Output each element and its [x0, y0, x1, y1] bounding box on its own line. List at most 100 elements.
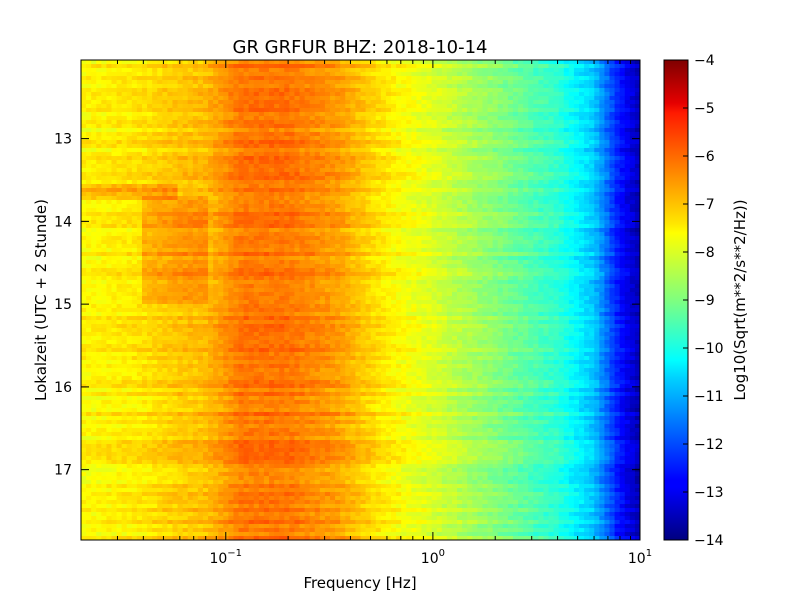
- heatmap-cell: [147, 156, 153, 161]
- heatmap-cell: [324, 168, 331, 173]
- heatmap-cell: [345, 216, 351, 221]
- heatmap-cell: [141, 176, 148, 181]
- heatmap-cell: [324, 112, 331, 117]
- heatmap-cell: [213, 160, 219, 165]
- heatmap-cell: [157, 140, 163, 145]
- heatmap-cell: [258, 120, 265, 125]
- heatmap-cell: [258, 192, 265, 197]
- heatmap-cell: [523, 60, 529, 65]
- heatmap-cell: [579, 156, 585, 161]
- heatmap-cell: [121, 240, 128, 245]
- heatmap-cell: [528, 172, 534, 177]
- heatmap-cell: [136, 76, 143, 81]
- heatmap-cell: [269, 72, 275, 77]
- heatmap-cell: [421, 80, 428, 85]
- heatmap-cell: [309, 136, 316, 141]
- heatmap-cell: [314, 172, 321, 177]
- heatmap-cell: [436, 184, 443, 189]
- heatmap-cell: [223, 228, 229, 233]
- heatmap-cell: [319, 164, 326, 169]
- heatmap-cell: [289, 144, 296, 149]
- heatmap-cell: [330, 180, 336, 185]
- heatmap-cell: [284, 204, 290, 209]
- heatmap-cell: [192, 176, 199, 181]
- heatmap-cell: [634, 116, 640, 121]
- heatmap-cell: [594, 72, 600, 77]
- heatmap-cell: [573, 204, 580, 209]
- heatmap-cell: [533, 104, 539, 109]
- heatmap-cell: [568, 60, 575, 65]
- heatmap-cell: [451, 120, 458, 125]
- heatmap-cell: [177, 120, 184, 125]
- heatmap-cell: [380, 120, 387, 125]
- heatmap-cell: [223, 196, 229, 201]
- heatmap-cell: [126, 108, 133, 113]
- heatmap-cell: [629, 128, 636, 133]
- heatmap-cell: [375, 80, 382, 85]
- heatmap-cell: [182, 232, 189, 237]
- heatmap-cell: [192, 212, 199, 217]
- heatmap-cell: [533, 228, 539, 233]
- heatmap-cell: [507, 176, 514, 181]
- heatmap-cell: [528, 216, 534, 221]
- heatmap-cell: [197, 220, 204, 225]
- heatmap-cell: [238, 216, 245, 221]
- heatmap-cell: [121, 216, 128, 221]
- heatmap-cell: [152, 88, 158, 93]
- heatmap-cell: [350, 88, 357, 93]
- heatmap-cell: [248, 60, 255, 65]
- heatmap-cell: [568, 136, 575, 141]
- heatmap-cell: [370, 64, 377, 69]
- heatmap-cell: [243, 172, 250, 177]
- heatmap-cell: [106, 88, 113, 93]
- heatmap-cell: [96, 120, 102, 125]
- heatmap-cell: [360, 116, 367, 121]
- heatmap-cell: [162, 124, 168, 129]
- heatmap-cell: [396, 124, 402, 129]
- heatmap-cell: [385, 156, 392, 161]
- heatmap-cell: [396, 108, 402, 113]
- heatmap-cell: [568, 184, 575, 189]
- heatmap-cell: [614, 60, 621, 65]
- heatmap-cell: [355, 212, 362, 217]
- heatmap-cell: [370, 120, 377, 125]
- heatmap-cell: [126, 76, 133, 81]
- heatmap-cell: [568, 212, 575, 217]
- heatmap-cell: [365, 132, 372, 137]
- heatmap-cell: [96, 240, 102, 245]
- heatmap-cell: [512, 80, 519, 85]
- heatmap-cell: [208, 140, 214, 145]
- heatmap-cell: [457, 88, 463, 93]
- heatmap-cell: [462, 236, 468, 241]
- heatmap-cell: [213, 100, 219, 105]
- heatmap-cell: [477, 108, 484, 113]
- heatmap-cell: [152, 228, 158, 233]
- heatmap-cell: [573, 236, 580, 241]
- heatmap-cell: [121, 232, 128, 237]
- heatmap-cell: [86, 164, 92, 169]
- heatmap-cell: [624, 208, 631, 213]
- heatmap-cell: [604, 68, 611, 73]
- heatmap-cell: [573, 188, 580, 193]
- heatmap-cell: [319, 104, 326, 109]
- heatmap-cell: [81, 208, 87, 213]
- heatmap-cell: [396, 204, 402, 209]
- heatmap-cell: [269, 188, 275, 193]
- heatmap-cell: [573, 80, 580, 85]
- heatmap-cell: [81, 188, 87, 193]
- heatmap-cell: [96, 128, 102, 133]
- heatmap-cell: [589, 84, 595, 89]
- heatmap-cell: [314, 136, 321, 141]
- heatmap-cell: [304, 236, 311, 241]
- heatmap-cell: [121, 140, 128, 145]
- heatmap-cell: [101, 112, 108, 117]
- heatmap-cell: [568, 216, 575, 221]
- heatmap-cell: [436, 168, 443, 173]
- heatmap-cell: [350, 148, 357, 153]
- heatmap-cell: [167, 136, 174, 141]
- heatmap-cell: [202, 68, 209, 73]
- heatmap-cell: [233, 216, 240, 221]
- heatmap-cell: [263, 220, 270, 225]
- heatmap-cell: [274, 184, 280, 189]
- heatmap-cell: [111, 172, 118, 177]
